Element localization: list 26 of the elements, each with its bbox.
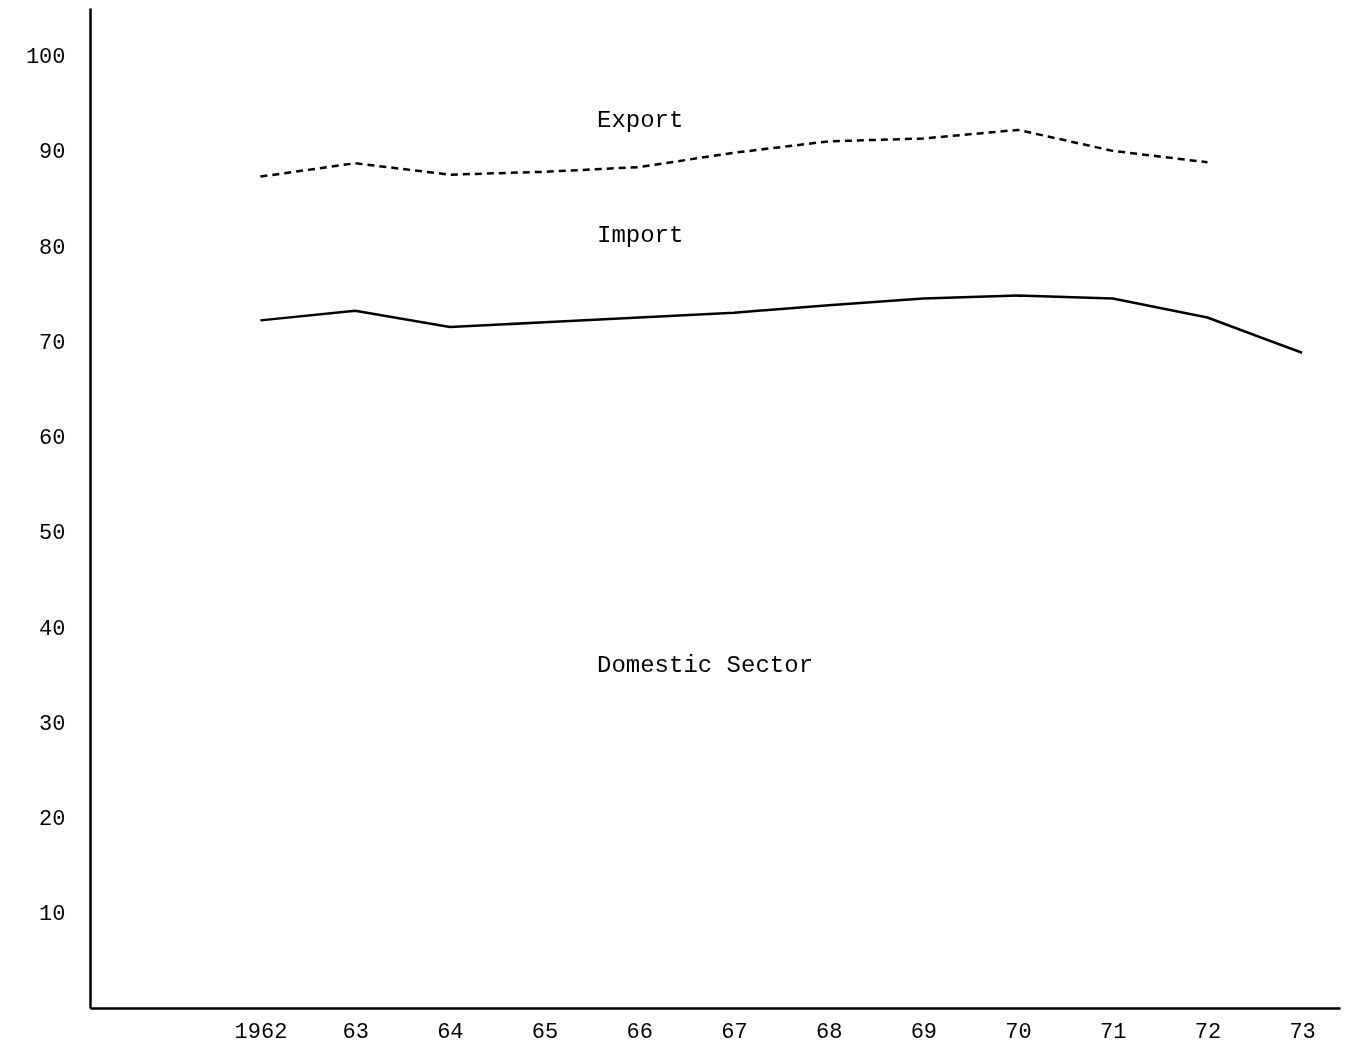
y-tick-label: 40 [39, 616, 66, 642]
y-tick-label: 60 [39, 426, 66, 452]
x-tick-label: 68 [815, 1019, 843, 1045]
x-tick-label: 69 [910, 1019, 938, 1045]
x-tick-label: 72 [1194, 1019, 1222, 1045]
y-tick-label: 100 [25, 45, 66, 71]
annotation: Import [597, 222, 684, 249]
x-tick-label: 67 [721, 1019, 748, 1045]
x-tick-label: 65 [531, 1019, 559, 1045]
annotation: Domestic Sector [597, 652, 814, 679]
y-tick-label: 20 [39, 807, 66, 833]
line-series [259, 294, 1304, 355]
y-tick-label: 70 [39, 330, 66, 356]
x-tick-label: 71 [1100, 1019, 1127, 1045]
y-tick-label: 10 [39, 902, 66, 928]
annotation: Export [597, 107, 684, 134]
y-tick-label: 90 [39, 140, 66, 166]
x-tick-label: 66 [626, 1019, 653, 1045]
x-tick-label: 64 [437, 1019, 464, 1045]
x-tick-label: 73 [1289, 1019, 1316, 1045]
y-tick-label: 50 [39, 521, 66, 547]
x-tick-label: 1962 [234, 1019, 288, 1045]
x-tick-label: 63 [342, 1019, 369, 1045]
y-tick-label: 80 [39, 235, 66, 261]
x-tick-label: 70 [1005, 1019, 1032, 1045]
y-tick-label: 30 [39, 711, 66, 737]
